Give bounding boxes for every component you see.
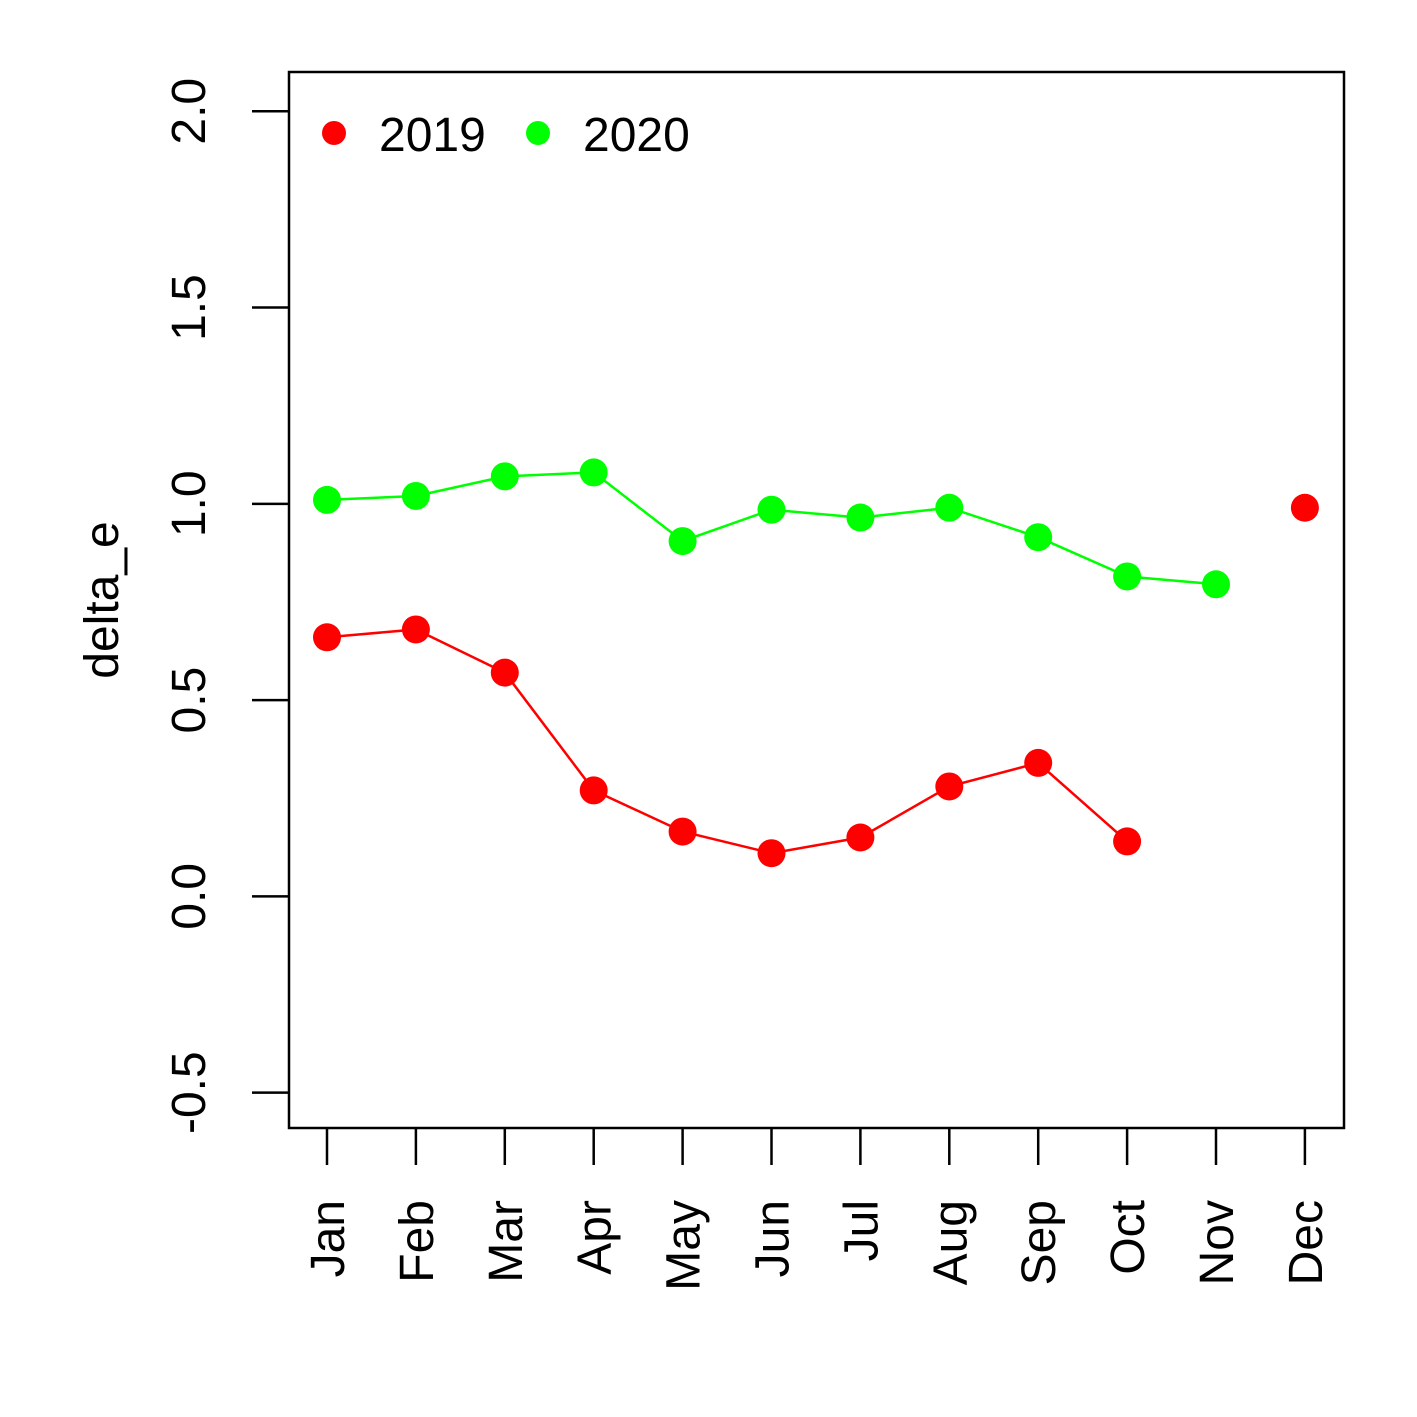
y-tick-label: -0.5 [163, 1051, 216, 1134]
x-tick-label: Oct [1102, 1200, 1155, 1275]
data-point [846, 503, 875, 532]
series-layer [313, 458, 1319, 868]
x-tick-label: Apr [569, 1200, 622, 1275]
series-line [326, 628, 1128, 855]
x-tick-label: Nov [1191, 1200, 1244, 1285]
y-tick-label: 1.5 [163, 274, 216, 341]
data-point [1202, 570, 1230, 599]
data-point [846, 823, 875, 852]
y-tick-label: 1.0 [163, 470, 216, 537]
x-tick-label: Aug [924, 1200, 977, 1285]
data-point [490, 658, 519, 687]
x-tick-label: Sep [1013, 1200, 1066, 1285]
y-tick-label: 0.5 [163, 667, 216, 734]
legend: 2019 2020 [322, 109, 690, 162]
series-2019 [313, 493, 1319, 868]
data-point [490, 462, 519, 491]
data-point [1113, 562, 1142, 591]
series-2020 [313, 458, 1230, 599]
data-point [579, 776, 608, 805]
data-point [401, 481, 430, 510]
data-point [1024, 523, 1053, 552]
x-tick-label: May [658, 1200, 711, 1291]
legend-label: 2019 [379, 109, 486, 162]
x-tick-label: Jul [835, 1200, 888, 1261]
x-axis: Jan Feb Mar Apr May Jun Jul Aug Sep Oct Nov Dec [302, 1128, 1333, 1291]
x-tick-label: Feb [391, 1200, 444, 1283]
y-axis-label: delta_e [76, 521, 129, 678]
data-point [401, 615, 430, 644]
x-tick-label: Mar [480, 1200, 533, 1283]
data-point [757, 839, 786, 868]
series-line [326, 471, 1217, 586]
y-axis: -0.5 0.0 0.5 1.0 1.5 2.0 [163, 78, 289, 1134]
data-point [313, 623, 341, 652]
data-point [1024, 748, 1053, 777]
data-point [668, 817, 697, 846]
x-tick-label: Jun [747, 1200, 800, 1277]
y-tick-label: 2.0 [163, 78, 216, 145]
data-point [313, 485, 341, 514]
plot-frame [287, 70, 1346, 1130]
data-point [1113, 827, 1142, 856]
x-tick-label: Jan [302, 1200, 355, 1277]
y-tick-label: 0.0 [163, 863, 216, 930]
data-point [668, 527, 697, 556]
legend-marker [526, 121, 550, 145]
data-point [579, 458, 608, 487]
data-point [757, 495, 786, 524]
legend-label: 2020 [583, 109, 690, 162]
legend-marker [322, 121, 346, 145]
data-point [935, 493, 964, 522]
data-point [935, 772, 964, 801]
data-point [1290, 493, 1319, 522]
x-tick-label: Dec [1280, 1200, 1333, 1285]
